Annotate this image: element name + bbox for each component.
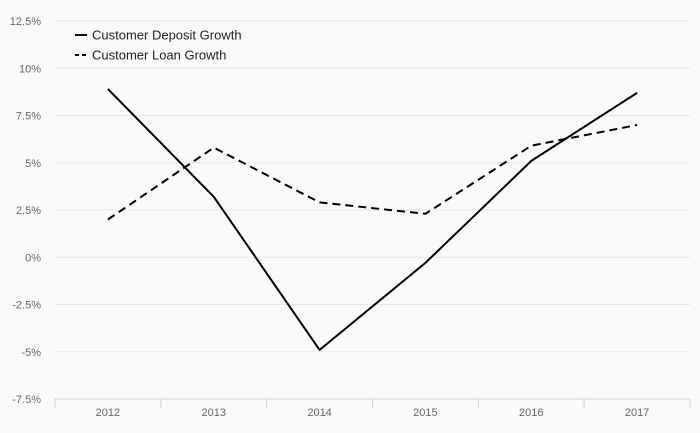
- y-tick-label: 5%: [25, 158, 41, 170]
- grid-lines: [55, 20, 690, 353]
- y-tick-label: -2.5%: [12, 300, 41, 312]
- y-tick-label: -7.5%: [12, 394, 41, 406]
- x-tick-label: 2016: [519, 407, 543, 419]
- series-lines: [102, 83, 643, 356]
- x-axis: 2012 2013 2014 2015 2016 2017: [54, 398, 691, 419]
- y-tick-label: -5%: [21, 347, 41, 359]
- data-point[interactable]: [525, 155, 537, 167]
- series-line-deposit[interactable]: [107, 88, 638, 351]
- data-point[interactable]: [631, 87, 643, 99]
- data-point[interactable]: [419, 257, 431, 269]
- x-tick-label: 2013: [202, 407, 226, 419]
- legend-item-deposit[interactable]: Customer Deposit Growth: [75, 28, 242, 43]
- x-tick-label: 2012: [96, 407, 120, 419]
- data-point[interactable]: [419, 208, 431, 220]
- legend: Customer Deposit Growth Customer Loan Gr…: [75, 28, 242, 63]
- y-tick-label: 12.5%: [10, 16, 41, 28]
- data-point[interactable]: [314, 344, 326, 356]
- data-point[interactable]: [314, 196, 326, 208]
- x-tick-label: 2015: [413, 407, 437, 419]
- data-point[interactable]: [102, 83, 114, 95]
- y-tick-label: 7.5%: [16, 111, 41, 123]
- x-tick-label: 2017: [625, 407, 649, 419]
- legend-label-deposit: Customer Deposit Growth: [92, 28, 242, 43]
- data-point[interactable]: [102, 213, 114, 225]
- data-point[interactable]: [525, 140, 537, 152]
- x-tick-label: 2014: [307, 407, 331, 419]
- series-line-loan[interactable]: [107, 124, 638, 221]
- data-point[interactable]: [208, 191, 220, 203]
- y-tick-label: 0%: [25, 252, 41, 264]
- legend-item-loan[interactable]: Customer Loan Growth: [75, 48, 226, 63]
- data-point[interactable]: [631, 119, 643, 131]
- y-tick-label: 10%: [19, 63, 41, 75]
- y-tick-label: 2.5%: [16, 205, 41, 217]
- y-axis-ticks: 12.5% 10% 7.5% 5% 2.5% 0% -2.5% -5% -7.5%: [10, 16, 41, 406]
- legend-label-loan: Customer Loan Growth: [92, 48, 226, 63]
- data-point[interactable]: [208, 142, 220, 154]
